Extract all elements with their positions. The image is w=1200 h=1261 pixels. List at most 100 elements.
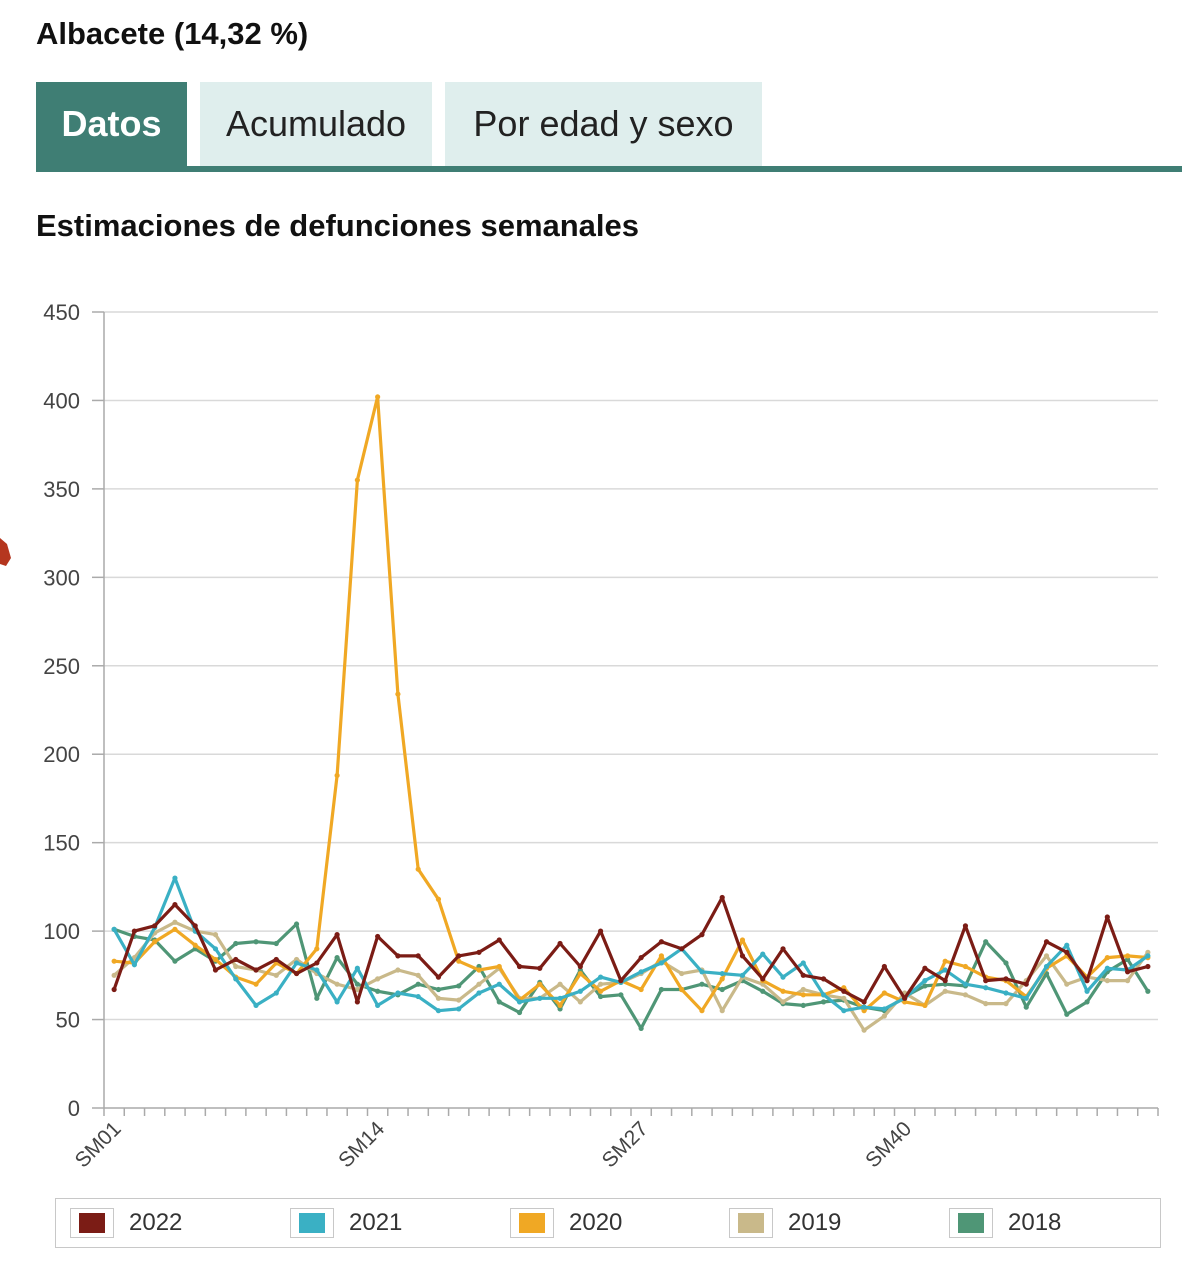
legend-item-2021[interactable]: 2021: [290, 1199, 402, 1247]
data-point-2022[interactable]: [192, 923, 198, 929]
data-point-2020[interactable]: [334, 772, 340, 779]
data-point-2022[interactable]: [415, 953, 421, 959]
data-point-2019[interactable]: [983, 1001, 989, 1007]
data-point-2022[interactable]: [597, 928, 604, 934]
data-point-2020[interactable]: [435, 896, 442, 902]
data-point-2018[interactable]: [1084, 999, 1090, 1005]
data-point-2021[interactable]: [841, 1008, 847, 1014]
data-point-2021[interactable]: [780, 974, 786, 980]
data-point-2018[interactable]: [253, 939, 259, 945]
data-point-2022[interactable]: [172, 901, 178, 908]
data-point-2019[interactable]: [557, 981, 563, 987]
data-point-2022[interactable]: [719, 894, 725, 901]
data-point-2022[interactable]: [1104, 914, 1110, 920]
data-point-2018[interactable]: [375, 988, 381, 994]
legend-item-2022[interactable]: 2022: [70, 1199, 182, 1247]
data-point-2018[interactable]: [1003, 960, 1009, 966]
data-point-2020[interactable]: [658, 953, 665, 959]
data-point-2022[interactable]: [152, 923, 158, 929]
data-point-2018[interactable]: [314, 995, 320, 1001]
data-point-2022[interactable]: [253, 967, 259, 973]
data-point-2022[interactable]: [942, 978, 948, 984]
data-point-2022[interactable]: [131, 928, 138, 934]
data-point-2018[interactable]: [719, 986, 725, 993]
tab-por-edad-y-sexo[interactable]: Por edad y sexo: [445, 82, 762, 166]
data-point-2018[interactable]: [658, 986, 665, 993]
data-point-2019[interactable]: [273, 972, 279, 978]
data-point-2019[interactable]: [679, 970, 685, 977]
data-point-2020[interactable]: [395, 691, 401, 697]
data-point-2018[interactable]: [922, 983, 928, 989]
data-point-2021[interactable]: [1084, 988, 1090, 994]
data-point-2018[interactable]: [293, 921, 300, 927]
data-point-2021[interactable]: [1145, 953, 1151, 959]
data-point-2020[interactable]: [172, 926, 178, 932]
series-line-2018[interactable]: [112, 922, 1150, 1031]
data-point-2022[interactable]: [111, 986, 117, 993]
data-point-2021[interactable]: [1003, 990, 1009, 996]
data-point-2019[interactable]: [1104, 978, 1110, 984]
data-point-2019[interactable]: [233, 963, 239, 970]
data-point-2022[interactable]: [577, 963, 583, 970]
data-point-2021[interactable]: [476, 990, 482, 996]
legend-item-2020[interactable]: 2020: [510, 1199, 622, 1247]
series-line-2021[interactable]: [112, 876, 1150, 1013]
data-point-2022[interactable]: [881, 963, 887, 970]
data-point-2019[interactable]: [212, 932, 219, 938]
data-point-2020[interactable]: [456, 958, 462, 964]
data-point-2021[interactable]: [354, 965, 360, 971]
legend-item-2019[interactable]: 2019: [729, 1199, 841, 1247]
data-point-2022[interactable]: [1124, 969, 1131, 975]
data-point-2019[interactable]: [1043, 953, 1050, 959]
data-point-2022[interactable]: [861, 999, 867, 1005]
data-point-2019[interactable]: [1003, 1001, 1009, 1007]
data-point-2021[interactable]: [861, 1004, 867, 1010]
data-point-2022[interactable]: [902, 995, 908, 1001]
data-point-2020[interactable]: [739, 937, 746, 943]
data-point-2022[interactable]: [699, 932, 705, 938]
data-point-2019[interactable]: [942, 988, 948, 994]
data-point-2018[interactable]: [172, 958, 178, 964]
data-point-2021[interactable]: [395, 990, 401, 996]
data-point-2022[interactable]: [334, 932, 340, 938]
data-point-2018[interactable]: [699, 981, 705, 987]
data-point-2018[interactable]: [597, 993, 604, 1000]
data-point-2019[interactable]: [841, 995, 847, 1001]
legend-item-2018[interactable]: 2018: [949, 1199, 1061, 1247]
data-point-2022[interactable]: [456, 953, 462, 959]
data-point-2021[interactable]: [983, 985, 989, 991]
data-point-2022[interactable]: [638, 955, 644, 961]
data-point-2020[interactable]: [111, 958, 117, 964]
data-point-2021[interactable]: [1043, 963, 1050, 970]
data-point-2022[interactable]: [1043, 939, 1050, 945]
data-point-2020[interactable]: [253, 981, 259, 987]
data-point-2022[interactable]: [962, 923, 969, 929]
data-point-2019[interactable]: [800, 986, 806, 993]
data-point-2021[interactable]: [577, 988, 583, 994]
data-point-2022[interactable]: [922, 965, 928, 971]
data-point-2020[interactable]: [476, 967, 482, 973]
data-point-2018[interactable]: [415, 981, 421, 987]
data-point-2022[interactable]: [1003, 976, 1009, 982]
data-point-2019[interactable]: [719, 1008, 725, 1014]
tab-acumulado[interactable]: Acumulado: [200, 82, 432, 166]
data-point-2020[interactable]: [922, 1002, 928, 1009]
data-point-2021[interactable]: [253, 1002, 259, 1009]
data-point-2022[interactable]: [841, 988, 847, 994]
data-point-2021[interactable]: [131, 962, 138, 968]
data-point-2020[interactable]: [881, 990, 887, 996]
data-point-2019[interactable]: [780, 999, 786, 1005]
data-point-2019[interactable]: [1064, 981, 1070, 987]
data-point-2018[interactable]: [1064, 1011, 1070, 1017]
data-point-2022[interactable]: [800, 972, 806, 978]
data-point-2021[interactable]: [233, 976, 239, 982]
data-point-2022[interactable]: [679, 946, 685, 952]
data-point-2019[interactable]: [375, 976, 381, 982]
data-point-2018[interactable]: [334, 955, 340, 961]
data-point-2019[interactable]: [415, 972, 421, 978]
data-point-2020[interactable]: [212, 956, 219, 963]
data-point-2021[interactable]: [293, 960, 300, 966]
data-point-2021[interactable]: [537, 995, 543, 1001]
data-point-2021[interactable]: [1104, 965, 1110, 971]
data-point-2018[interactable]: [233, 940, 239, 947]
